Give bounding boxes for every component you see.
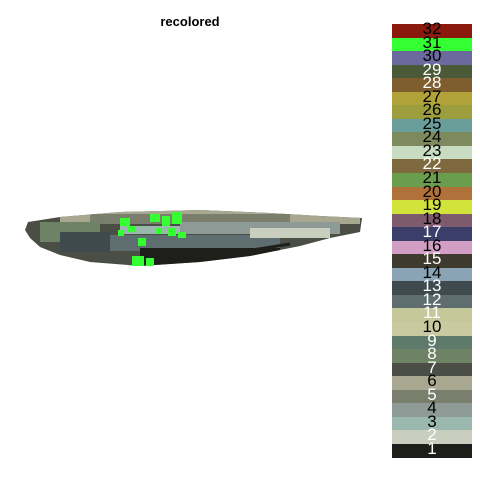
palette-swatch: 16 — [392, 237, 472, 255]
palette-swatch: 1 — [392, 440, 472, 458]
palette-swatch: 5 — [392, 386, 472, 404]
palette-swatch: 14 — [392, 264, 472, 282]
palette-swatch: 31 — [392, 34, 472, 52]
palette-swatch: 29 — [392, 61, 472, 79]
palette-swatch: 10 — [392, 318, 472, 336]
palette-swatch: 24 — [392, 128, 472, 146]
palette-swatch: 19 — [392, 196, 472, 214]
palette-swatch: 21 — [392, 169, 472, 187]
palette-swatch: 20 — [392, 183, 472, 201]
palette-swatch: 18 — [392, 210, 472, 228]
palette-swatch: 12 — [392, 291, 472, 309]
palette-swatch: 4 — [392, 399, 472, 417]
color-palette-legend: 32 31 30 29 28 27 26 25 24 23 22 21 20 19 18 17 16 15 14 13… — [392, 20, 472, 458]
palette-swatch: 27 — [392, 88, 472, 106]
fish-image — [25, 210, 362, 266]
palette-swatch: 30 — [392, 47, 472, 65]
palette-swatch: 22 — [392, 155, 472, 174]
highlight-region — [118, 212, 186, 266]
palette-swatch: 28 — [392, 74, 472, 92]
palette-swatch: 15 — [392, 250, 472, 268]
palette-swatch: 26 — [392, 101, 472, 119]
palette-swatch: 3 — [392, 413, 472, 431]
palette-swatch: 17 — [392, 223, 472, 241]
palette-swatch: 9 — [392, 332, 472, 350]
palette-swatch: 11 — [392, 304, 472, 323]
palette-swatch: 2 — [392, 426, 472, 444]
palette-swatch-label: 32 — [422, 19, 442, 38]
palette-swatch: 23 — [392, 142, 472, 160]
palette-swatch: 13 — [392, 277, 472, 295]
palette-swatch: 7 — [392, 359, 472, 377]
palette-swatch: 32 — [392, 20, 472, 38]
fish-body — [25, 210, 362, 266]
palette-swatch: 6 — [392, 372, 472, 390]
palette-swatch: 25 — [392, 115, 472, 133]
plot-title: recolored — [160, 14, 220, 29]
palette-swatch: 8 — [392, 345, 472, 363]
